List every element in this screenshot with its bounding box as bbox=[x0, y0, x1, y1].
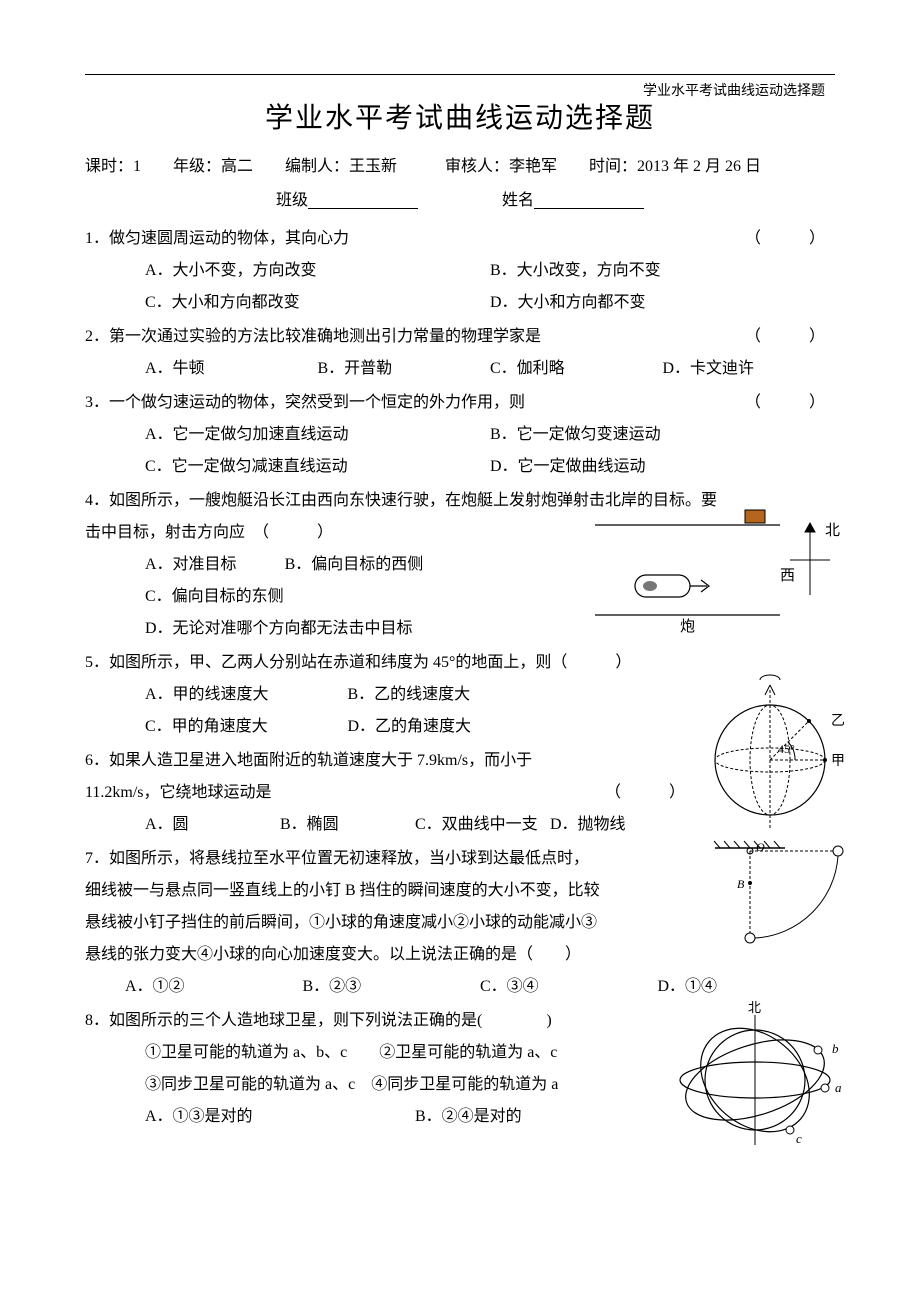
class-blank[interactable] bbox=[308, 193, 418, 209]
svg-text:a: a bbox=[835, 1080, 842, 1095]
svg-text:炮: 炮 bbox=[680, 618, 695, 635]
q5-figure: 45° 乙 甲 bbox=[695, 665, 845, 835]
class-label: 班级 bbox=[276, 192, 308, 209]
q2-paren: （ ） bbox=[745, 321, 825, 353]
q1-paren: （ ） bbox=[745, 223, 825, 255]
q3-opt-b: B．它一定做匀变速运动 bbox=[490, 419, 835, 451]
q2-opt-b: B．开普勒 bbox=[318, 353, 491, 385]
running-header: 学业水平考试曲线运动选择题 bbox=[643, 78, 825, 106]
q6-text2: 11.2km/s，它绕地球运动是 bbox=[85, 784, 272, 801]
running-title: 学业水平考试曲线运动选择题 bbox=[643, 84, 825, 99]
q2-opt-c: C．伽利略 bbox=[490, 353, 663, 385]
q6-opt-b: B．椭圆 bbox=[280, 809, 415, 841]
q1-opt-d: D．大小和方向都不变 bbox=[490, 287, 835, 319]
q1-opt-c: C．大小和方向都改变 bbox=[145, 287, 490, 319]
q6-opt-c: C．双曲线中一支 bbox=[415, 809, 550, 841]
svg-text:c: c bbox=[796, 1131, 802, 1146]
svg-text:甲: 甲 bbox=[831, 754, 845, 769]
q3-paren: （ ） bbox=[745, 387, 825, 419]
q5-opt-d: D．乙的角速度大 bbox=[348, 711, 551, 743]
q6-paren: （ ） bbox=[605, 777, 685, 809]
question-7: 7．如图所示，将悬线拉至水平位置无初速释放，当小球到达最低点时， 细线被一与悬点… bbox=[85, 843, 835, 1003]
svg-text:b: b bbox=[832, 1041, 839, 1056]
q7-opt-d: D．①④ bbox=[658, 971, 836, 1003]
q2-opt-d: D．卡文迪许 bbox=[663, 353, 836, 385]
question-2: 2．第一次通过实验的方法比较准确地测出引力常量的物理学家是 （ ） A．牛顿 B．… bbox=[85, 321, 835, 385]
q3-text: 3．一个做匀速运动的物体，突然受到一个恒定的外力作用，则 bbox=[85, 394, 525, 411]
q6-opt-a: A．圆 bbox=[145, 809, 280, 841]
q4-figure: 炮 北 西 bbox=[585, 505, 845, 635]
q7-opt-b: B．②③ bbox=[303, 971, 481, 1003]
q5-opt-b: B．乙的线速度大 bbox=[348, 679, 551, 711]
q8-figure: 北 b a c bbox=[670, 1000, 845, 1160]
q2-opt-a: A．牛顿 bbox=[145, 353, 318, 385]
svg-text:B: B bbox=[737, 877, 745, 891]
header-rule bbox=[85, 74, 835, 75]
svg-text:45°: 45° bbox=[778, 742, 795, 756]
q7-opt-a: A．①② bbox=[125, 971, 303, 1003]
svg-text:O: O bbox=[756, 840, 765, 854]
question-6: 6．如果人造卫星进入地面附近的轨道速度大于 7.9km/s，而小于 11.2km… bbox=[85, 745, 835, 841]
q8-opt-a: A．①③是对的 bbox=[145, 1101, 415, 1133]
q1-text: 1．做匀速圆周运动的物体，其向心力 bbox=[85, 230, 349, 247]
q5-opt-a: A．甲的线速度大 bbox=[145, 679, 348, 711]
svg-text:北: 北 bbox=[825, 522, 840, 539]
meta-line: 课时：1 年级：高二 编制人：王玉新 审核人：李艳军 时间：2013 年 2 月… bbox=[85, 151, 835, 183]
q4-opt-b: B．偏向目标的西侧 bbox=[285, 556, 424, 573]
q1-opt-a: A．大小不变，方向改变 bbox=[145, 255, 490, 287]
fill-line: 班级 姓名 bbox=[85, 185, 835, 217]
svg-text:北: 北 bbox=[748, 1000, 761, 1015]
q3-opt-d: D．它一定做曲线运动 bbox=[490, 451, 835, 483]
q5-opt-c: C．甲的角速度大 bbox=[145, 711, 348, 743]
question-3: 3．一个做匀速运动的物体，突然受到一个恒定的外力作用，则 （ ） A．它一定做匀加… bbox=[85, 387, 835, 483]
question-8: 8．如图所示的三个人造地球卫星，则下列说法正确的是( ) ①卫星可能的轨道为 a… bbox=[85, 1005, 835, 1133]
question-1: 1．做匀速圆周运动的物体，其向心力 （ ） A．大小不变，方向改变B．大小改变，方… bbox=[85, 223, 835, 319]
q7-figure: O B bbox=[710, 833, 850, 953]
q8-opt-b: B．②④是对的 bbox=[415, 1101, 685, 1133]
q3-opt-c: C．它一定做匀减速直线运动 bbox=[145, 451, 490, 483]
name-label: 姓名 bbox=[502, 192, 534, 209]
q6-opt-d: D．抛物线 bbox=[550, 809, 685, 841]
name-blank[interactable] bbox=[534, 193, 644, 209]
q2-text: 2．第一次通过实验的方法比较准确地测出引力常量的物理学家是 bbox=[85, 328, 541, 345]
q4-opt-a: A．对准目标 bbox=[145, 556, 237, 573]
svg-text:乙: 乙 bbox=[831, 713, 845, 729]
question-4: 4．如图所示，一艘炮艇沿长江由西向东快速行驶，在炮艇上发射炮弹射击北岸的目标。要… bbox=[85, 485, 835, 645]
q1-opt-b: B．大小改变，方向不变 bbox=[490, 255, 835, 287]
q7-opt-c: C．③④ bbox=[480, 971, 658, 1003]
svg-text:西: 西 bbox=[780, 568, 795, 584]
q3-opt-a: A．它一定做匀加速直线运动 bbox=[145, 419, 490, 451]
